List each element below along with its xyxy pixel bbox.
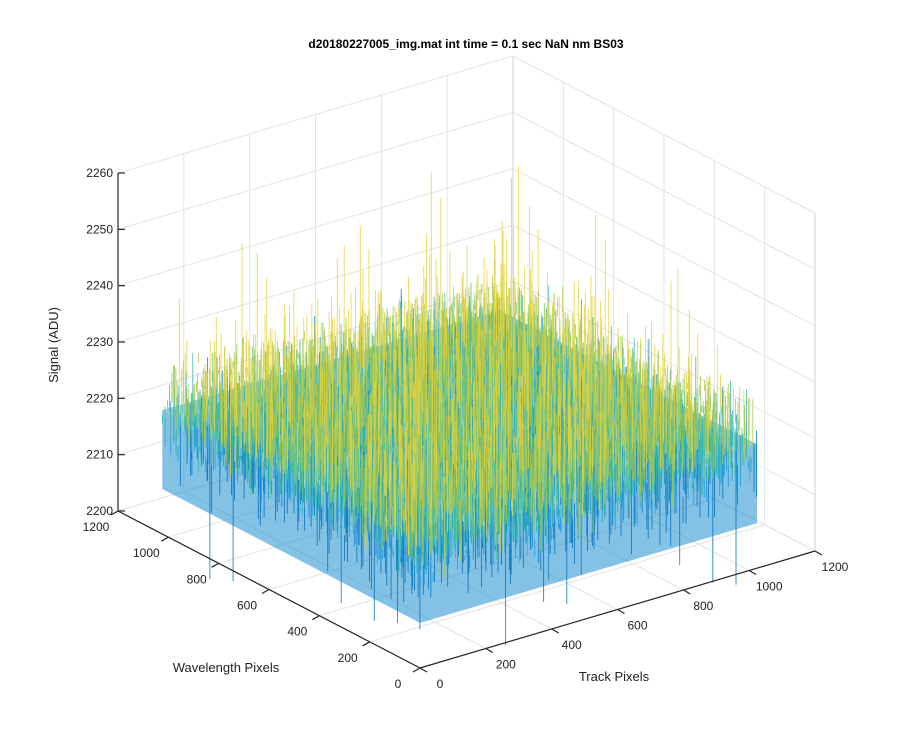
surface-plot	[162, 165, 758, 646]
z-tick-label: 2260	[86, 166, 113, 180]
tick-labels: 0 200 400 600 800 1000 1200 0 200 400 600 800 1000 12…	[83, 166, 849, 691]
y-tick-label: 400	[287, 625, 307, 639]
z-tick-label: 2220	[86, 391, 113, 405]
y-axis-label: Wavelength Pixels	[173, 660, 280, 675]
surface-spikes	[178, 165, 751, 565]
grid-line-y	[369, 186, 766, 643]
x-tick-label: 200	[496, 658, 516, 672]
x-tick-label: 600	[627, 619, 647, 633]
z-tick-label: 2230	[86, 335, 113, 349]
z-tick-label: 2240	[86, 279, 113, 293]
y-tick-mark	[362, 641, 370, 647]
x-tick-mark	[485, 647, 494, 654]
y-tick-mark	[312, 615, 320, 621]
x-tick-mark	[617, 608, 625, 615]
x-axis-label: Track Pixels	[579, 669, 650, 684]
y-tick-mark	[110, 510, 119, 516]
x-tick-label: 1200	[822, 560, 849, 574]
x-tick-label: 0	[437, 677, 444, 691]
y-tick-mark	[211, 562, 219, 568]
z-axis-label: Signal (ADU)	[46, 307, 61, 383]
y-tick-label: 0	[395, 677, 402, 691]
chart-title: d20180227005_img.mat int time = 0.1 sec …	[308, 37, 623, 51]
z-tick-label: 2250	[86, 222, 113, 236]
x-tick-mark	[551, 628, 559, 634]
y-tick-mark	[161, 536, 169, 542]
x-tick-label: 1000	[756, 580, 783, 594]
y-tick-label: 600	[237, 599, 257, 613]
y-tick-label: 1200	[83, 520, 110, 534]
z-tick-label: 2200	[86, 504, 113, 518]
z-tick-label: 2210	[86, 448, 113, 462]
x-tick-label: 400	[562, 638, 582, 652]
axes-lines	[110, 172, 823, 673]
x-tick-label: 800	[693, 599, 713, 613]
y-tick-label: 800	[187, 572, 207, 586]
y-tick-mark	[261, 588, 270, 595]
y-tick-mark	[412, 667, 421, 673]
y-tick-label: 1000	[133, 546, 160, 560]
x-tick-mark	[748, 569, 757, 576]
y-tick-label: 200	[338, 651, 358, 665]
x-tick-mark	[419, 667, 428, 673]
x-tick-mark	[683, 589, 691, 595]
x-tick-mark	[814, 550, 823, 556]
